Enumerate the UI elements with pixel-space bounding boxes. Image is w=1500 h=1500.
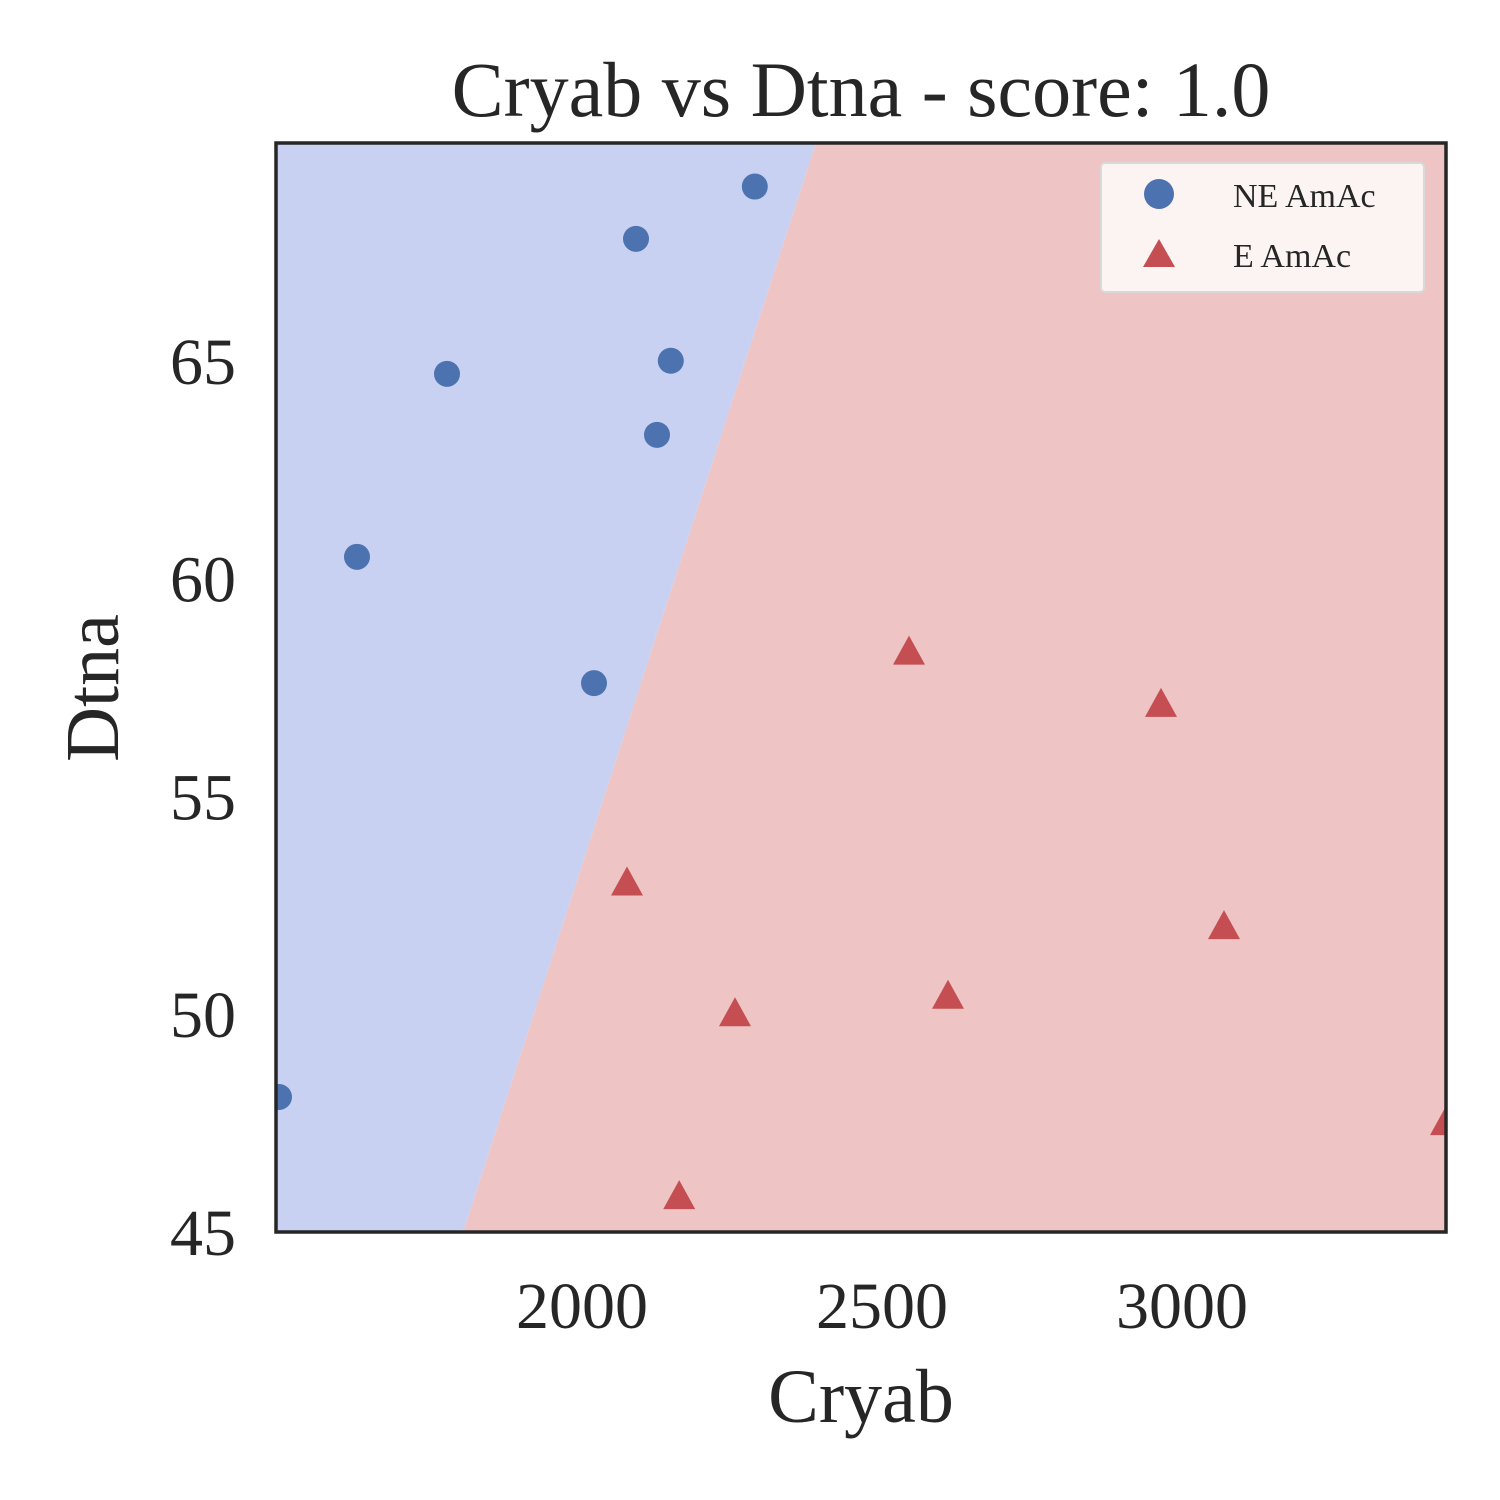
point-e-amac-5 <box>932 979 964 1009</box>
point-ne-amac-3 <box>434 360 460 387</box>
point-e-amac-6 <box>1145 687 1177 717</box>
point-e-amac-7 <box>1208 910 1240 940</box>
chart-title: Cryab vs Dtna - score: 1.0 <box>452 46 1271 133</box>
point-e-amac-2 <box>663 1180 696 1210</box>
y-tick-label-45: 45 <box>170 1197 236 1270</box>
y-axis-label: Dtna <box>51 614 135 762</box>
point-ne-amac-2 <box>344 543 370 570</box>
plot-frame <box>274 141 1448 1234</box>
y-tick-label-65: 65 <box>170 326 236 399</box>
x-tick-label-3000: 3000 <box>1116 1270 1248 1343</box>
y-tick-label-55: 55 <box>170 761 236 834</box>
legend-box <box>1100 162 1425 293</box>
y-tick-label-50: 50 <box>170 979 236 1052</box>
point-ne-amac-7 <box>657 347 684 374</box>
point-ne-amac-5 <box>623 225 649 252</box>
legend: NE AmAc E AmAc <box>1100 162 1425 293</box>
x-tick-label-2000: 2000 <box>516 1270 648 1343</box>
point-ne-amac-8 <box>741 173 768 200</box>
region-ne-amac <box>276 143 816 1232</box>
data-points <box>276 173 1446 1210</box>
x-tick-label-2500: 2500 <box>816 1270 948 1343</box>
point-e-amac-3 <box>719 997 751 1027</box>
point-ne-amac-4 <box>581 670 607 697</box>
x-axis-ticks: 2000 2500 3000 <box>516 1270 1248 1343</box>
y-tick-label-60: 60 <box>170 544 236 617</box>
point-e-amac-1 <box>611 866 643 896</box>
x-axis-label: Cryab <box>768 1355 954 1439</box>
legend-label-e-amac: E AmAc <box>1233 238 1351 275</box>
point-e-amac-4 <box>893 635 925 665</box>
point-e-amac-8 <box>1430 1106 1446 1136</box>
point-ne-amac-6 <box>644 421 670 448</box>
y-axis-ticks: 45 50 55 60 65 <box>170 326 236 1270</box>
decision-regions <box>276 143 1446 1232</box>
legend-marker-e-amac <box>1143 239 1175 267</box>
legend-label-ne-amac: NE AmAc <box>1233 178 1376 215</box>
legend-marker-ne-amac <box>1144 179 1174 209</box>
point-ne-amac-1 <box>276 1083 292 1110</box>
region-e-amac <box>463 143 1446 1232</box>
